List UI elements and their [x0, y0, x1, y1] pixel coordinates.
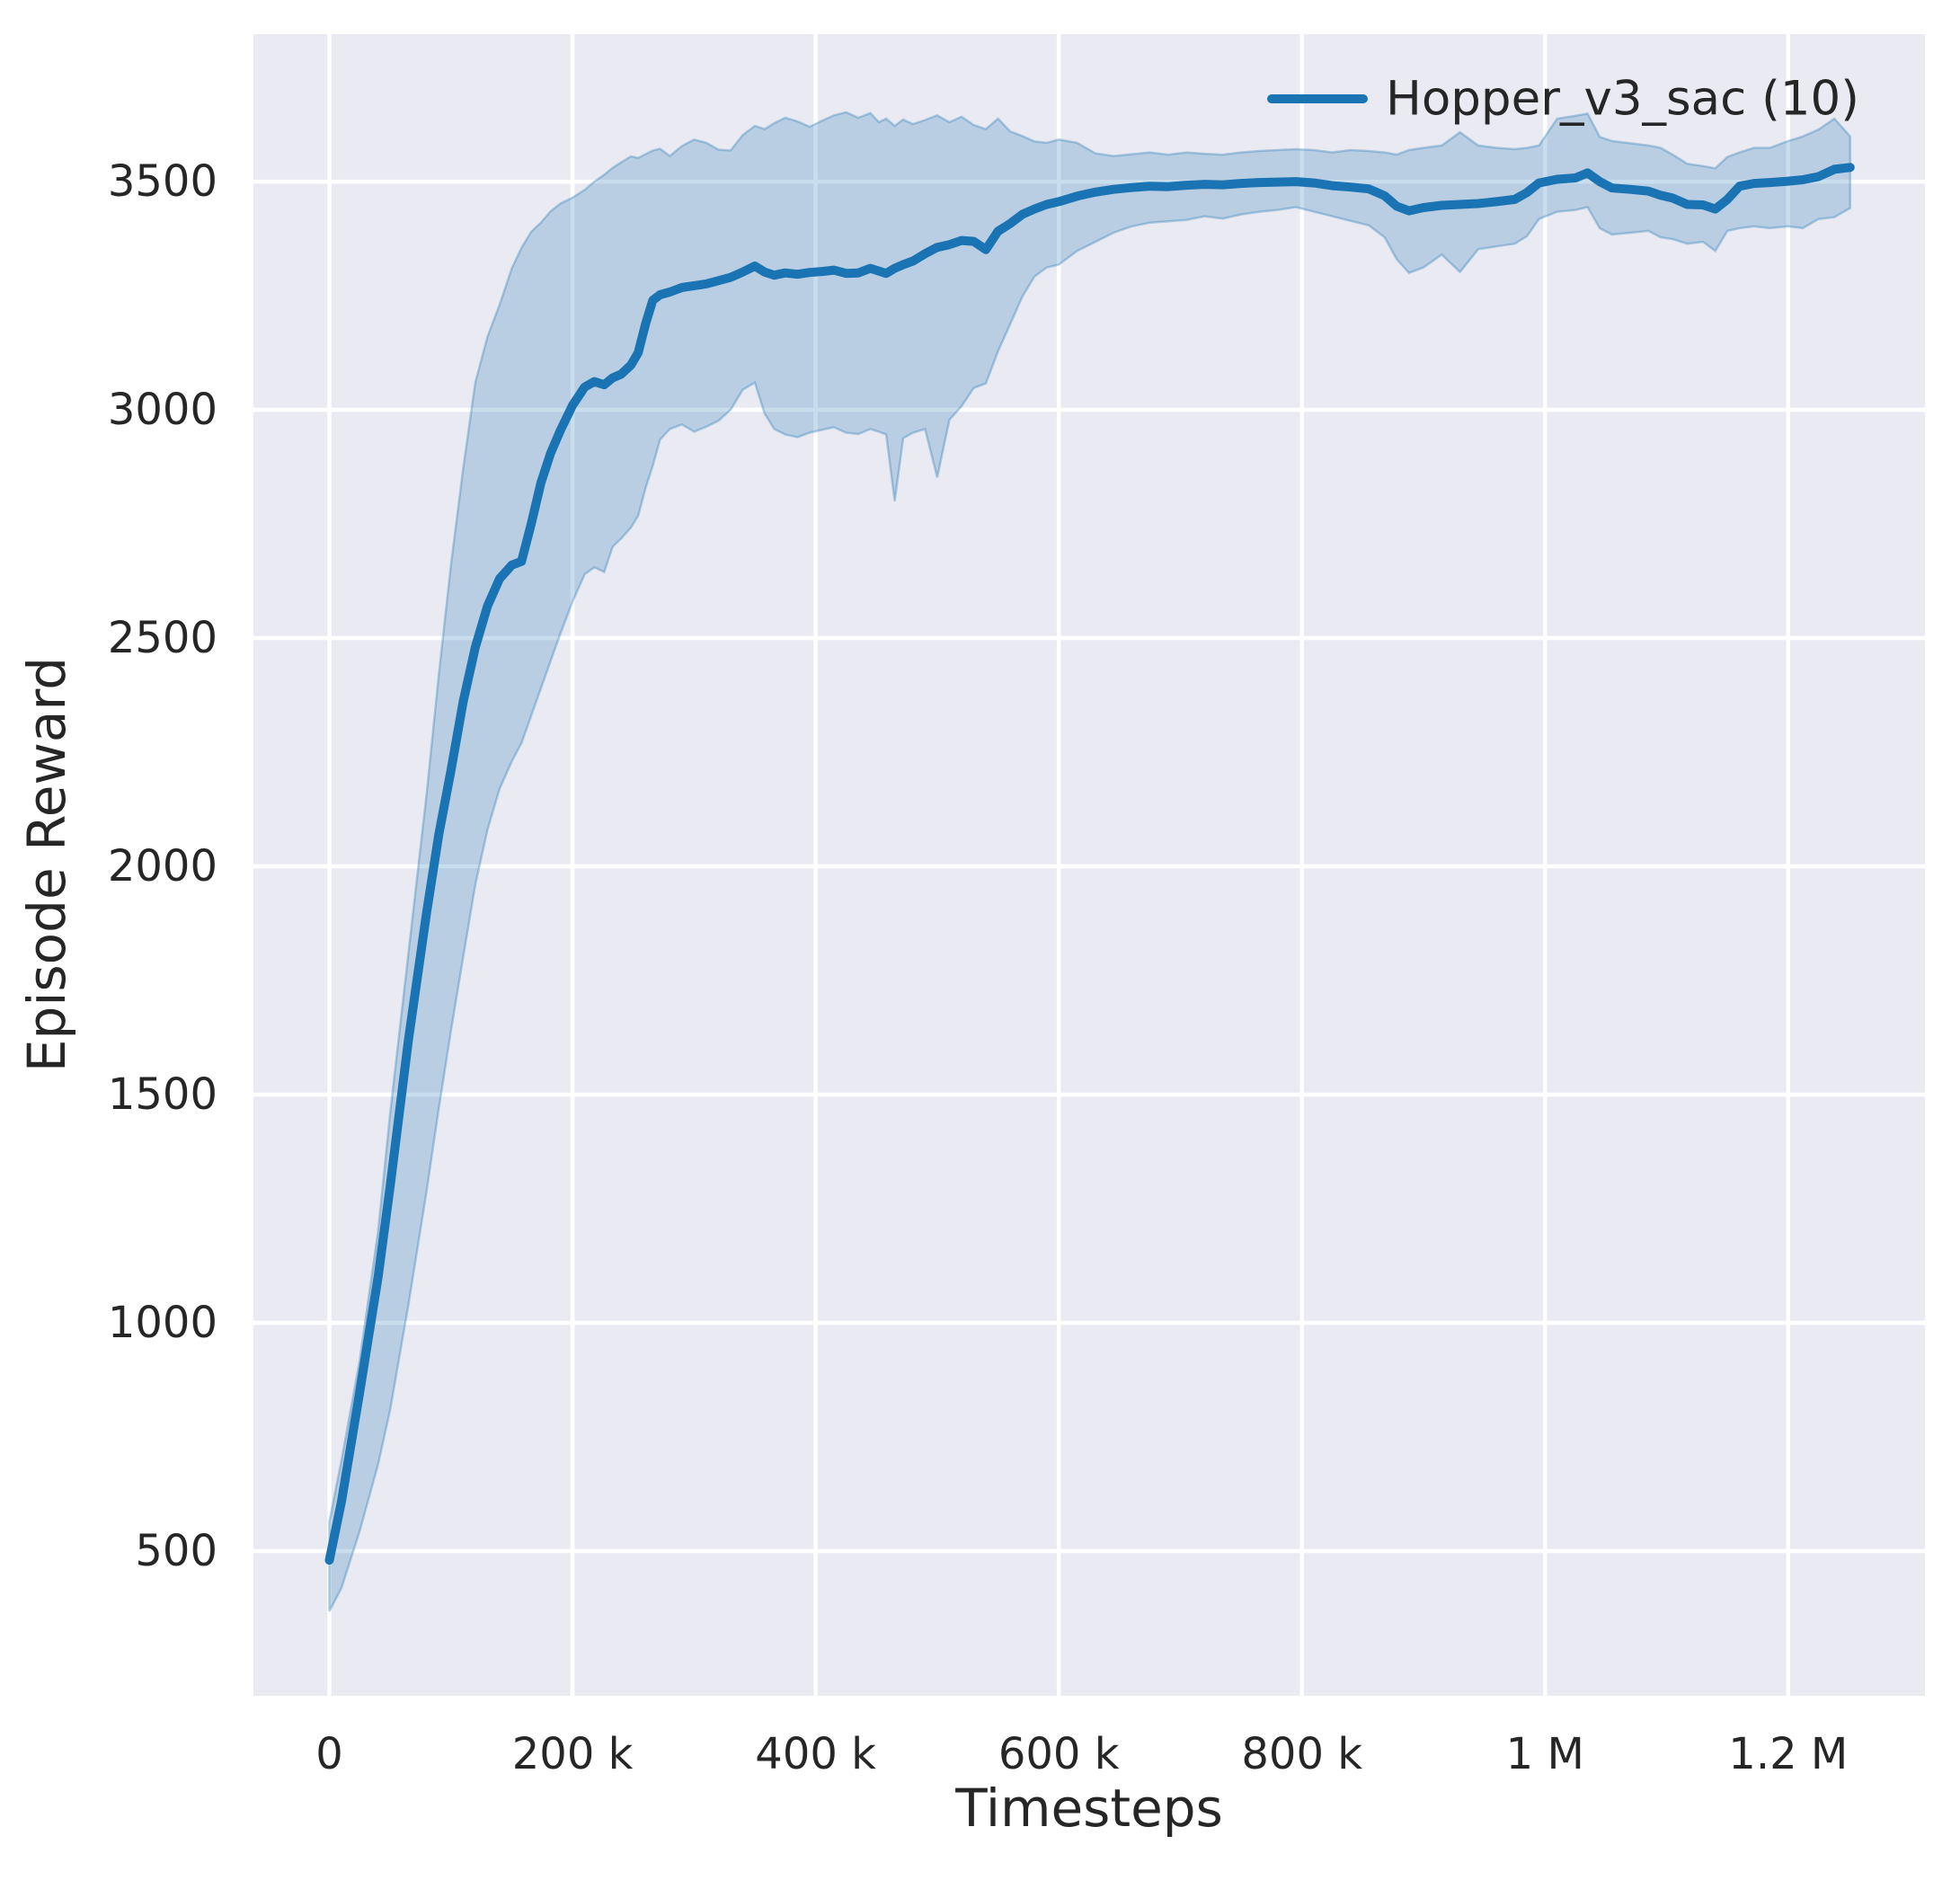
y-tick-label: 3500 [108, 156, 217, 207]
confidence-band [328, 111, 1852, 1612]
mean-line [324, 163, 1855, 1565]
x-tick-label: 600 k [998, 1729, 1120, 1779]
y-axis-tick-labels: 500 1000 1500 2000 2500 3000 3500 [108, 156, 217, 1576]
y-tick-label: 500 [135, 1526, 217, 1576]
legend-label: Hopper_v3_sac (10) [1386, 72, 1859, 127]
y-tick-label: 2500 [108, 613, 217, 663]
y-tick-label: 2000 [108, 841, 217, 891]
x-tick-label: 800 k [1241, 1729, 1362, 1779]
x-axis-label: Timesteps [954, 1778, 1223, 1839]
legend: Hopper_v3_sac (10) [1267, 72, 1859, 127]
x-tick-label: 1 M [1506, 1729, 1584, 1779]
x-tick-label: 1.2 M [1728, 1729, 1848, 1779]
x-tick-label: 200 k [512, 1729, 634, 1779]
x-tick-label: 0 [315, 1729, 343, 1779]
y-tick-label: 1000 [108, 1298, 217, 1348]
x-tick-label: 400 k [755, 1729, 876, 1779]
gridlines [253, 34, 1925, 1696]
y-tick-label: 3000 [108, 385, 217, 435]
x-axis-tick-labels: 0 200 k 400 k 600 k 800 k 1 M 1.2 M [315, 1729, 1848, 1779]
y-axis-label: Episode Reward [16, 657, 77, 1072]
y-tick-label: 1500 [108, 1069, 217, 1120]
